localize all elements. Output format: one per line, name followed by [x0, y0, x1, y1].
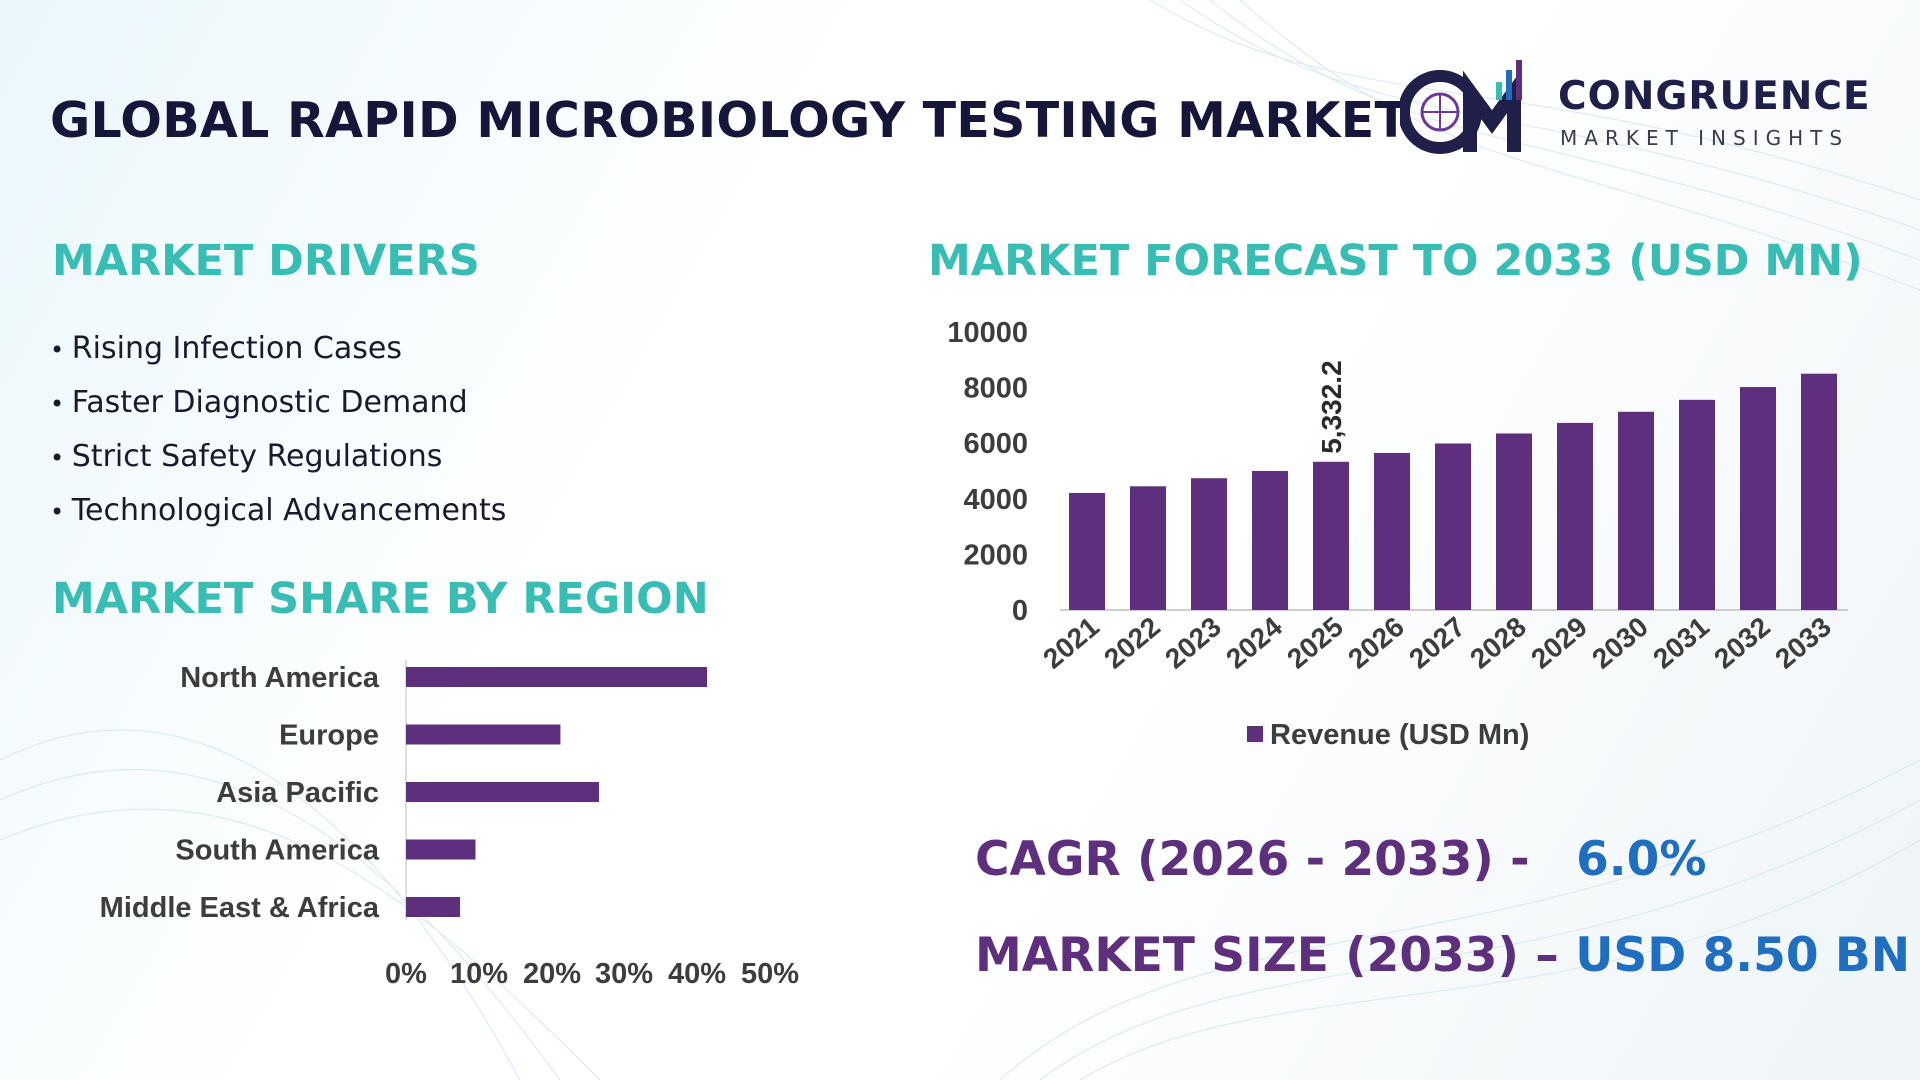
forecast-x-tick-label: 2025	[1281, 611, 1349, 675]
region-x-tick-label: 0%	[385, 958, 427, 990]
forecast-y-tick-label: 0	[1012, 595, 1028, 627]
forecast-y-tick-label: 10000	[947, 317, 1028, 349]
region-bar	[406, 839, 476, 860]
forecast-y-tick-label: 2000	[963, 539, 1028, 571]
forecast-x-tick-label: 2030	[1586, 611, 1654, 675]
cagr-label: CAGR (2026 - 2033) -	[975, 832, 1530, 887]
logo-subtitle: MARKET INSIGHTS	[1560, 126, 1850, 150]
forecast-x-tick-label: 2029	[1525, 611, 1593, 675]
logo-icon	[1400, 60, 1522, 154]
forecast-bar	[1069, 492, 1105, 610]
driver-item: Strict Safety Regulations	[50, 430, 506, 484]
region-bar	[406, 897, 461, 917]
forecast-y-tick-label: 6000	[963, 428, 1028, 460]
drivers-heading: MARKET DRIVERS	[52, 236, 480, 286]
forecast-bar	[1435, 443, 1471, 610]
forecast-heading: MARKET FORECAST TO 2033 (USD MN)	[928, 236, 1863, 286]
forecast-legend-label: Revenue (USD Mn)	[1270, 719, 1529, 751]
forecast-data-label: 5,332.2	[1316, 360, 1347, 453]
forecast-x-tick-label: 2032	[1708, 611, 1776, 675]
cagr-value: 6.0%	[1576, 832, 1707, 887]
page-title: GLOBAL RAPID MICROBIOLOGY TESTING MARKET	[50, 92, 1409, 149]
forecast-x-tick-label: 2024	[1220, 611, 1288, 675]
forecast-bar	[1496, 433, 1532, 610]
forecast-x-tick-label: 2028	[1464, 611, 1532, 675]
drivers-list: Rising Infection Cases Faster Diagnostic…	[50, 322, 507, 538]
region-x-tick-label: 20%	[523, 958, 581, 990]
region-heading: MARKET SHARE BY REGION	[52, 574, 709, 624]
region-category-label: South America	[175, 835, 379, 867]
market-size-label: MARKET SIZE (2033) –	[975, 928, 1559, 983]
forecast-x-tick-label: 2022	[1098, 611, 1166, 675]
region-category-label: Asia Pacific	[216, 777, 379, 809]
forecast-bar	[1740, 387, 1776, 610]
region-category-label: Europe	[279, 720, 379, 752]
region-x-tick-label: 40%	[668, 958, 726, 990]
forecast-legend-swatch	[1247, 726, 1263, 742]
region-bar	[406, 667, 708, 687]
region-category-label: Middle East & Africa	[100, 892, 380, 924]
forecast-bar	[1313, 461, 1349, 610]
region-x-tick-label: 10%	[450, 958, 508, 990]
logo-name: CONGRUENCE	[1558, 74, 1871, 119]
region-category-label: North America	[180, 662, 380, 694]
forecast-y-tick-label: 8000	[963, 373, 1028, 405]
forecast-bar	[1252, 471, 1288, 610]
forecast-bar	[1191, 478, 1227, 610]
cagr-row: CAGR (2026 - 2033) - 6.0%	[975, 832, 1706, 887]
forecast-bar	[1679, 399, 1715, 610]
forecast-bar	[1801, 373, 1837, 610]
forecast-x-tick-label: 2033	[1769, 611, 1837, 675]
driver-item: Faster Diagnostic Demand	[50, 376, 506, 430]
forecast-bar	[1557, 422, 1593, 610]
forecast-bar	[1130, 486, 1166, 610]
region-x-tick-label: 30%	[595, 958, 653, 990]
forecast-x-tick-label: 2026	[1342, 611, 1410, 675]
region-bar	[406, 724, 561, 745]
driver-item: Rising Infection Cases	[50, 322, 506, 376]
company-logo: CONGRUENCE MARKET INSIGHTS	[1400, 52, 1870, 162]
market-size-row: MARKET SIZE (2033) – USD 8.50 BN	[975, 928, 1910, 983]
region-x-tick-label: 50%	[741, 958, 799, 990]
forecast-x-tick-label: 2031	[1647, 611, 1715, 675]
forecast-x-tick-label: 2027	[1403, 611, 1471, 675]
market-size-value: USD 8.50 BN	[1575, 928, 1911, 983]
forecast-bar	[1618, 411, 1654, 610]
region-bar	[406, 782, 599, 802]
forecast-y-tick-label: 4000	[963, 484, 1028, 516]
forecast-x-tick-label: 2023	[1159, 611, 1227, 675]
forecast-x-tick-label: 2021	[1037, 611, 1105, 675]
driver-item: Technological Advancements	[50, 484, 507, 538]
forecast-bar	[1374, 452, 1410, 610]
